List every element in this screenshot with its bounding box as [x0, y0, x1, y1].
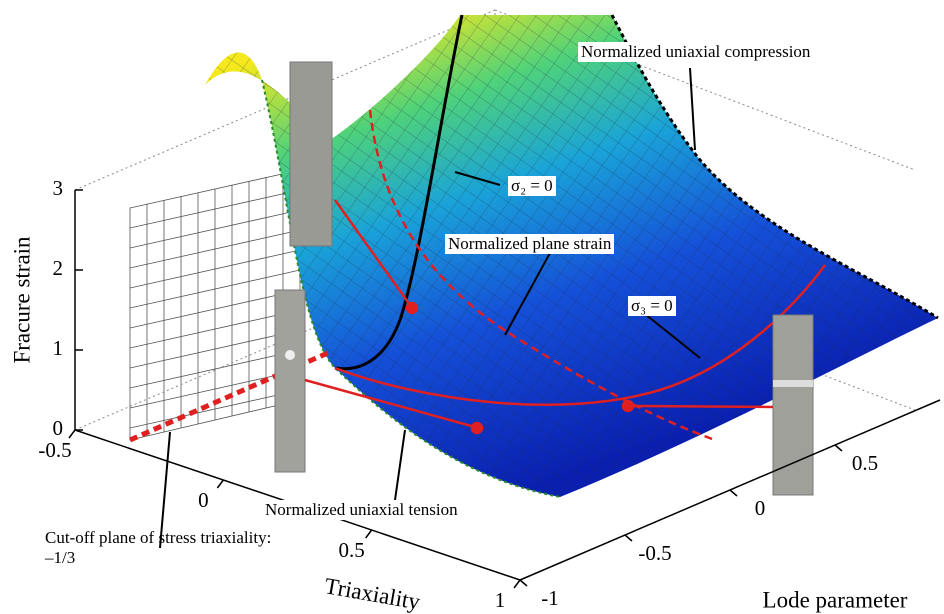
annotation: Cut-off plane of stress triaxiality: –1/… [45, 528, 272, 567]
x-tick-label: 0 [198, 488, 209, 512]
y-tick-label: -1 [541, 586, 559, 610]
z-axis-label: Fracure strain [9, 236, 34, 364]
y-tick [834, 444, 843, 452]
annotation: Normalized uniaxial tension [262, 500, 461, 520]
annotation: σ₃ = 0 [628, 296, 676, 316]
red-arrows [304, 199, 774, 435]
x-tick [216, 479, 224, 489]
y-tick [624, 534, 633, 542]
x-tick [68, 429, 76, 439]
z-tick-label: 0 [53, 416, 64, 440]
tension-edge [261, 79, 561, 498]
plane-strain-curve [368, 109, 716, 442]
y-tick-label: -0.5 [638, 541, 671, 565]
x-tick-label: 0.5 [339, 538, 365, 562]
y-axis-label: Lode parameter [763, 587, 908, 612]
z-tick-label: 1 [53, 336, 64, 360]
sigma2-curve [334, 14, 464, 371]
y-tick [519, 579, 528, 587]
sigma3-curve [334, 264, 827, 406]
specimens [274, 61, 814, 496]
x-tick-label: -0.5 [38, 438, 71, 462]
annotation: Normalized uniaxial compression [578, 42, 814, 62]
black-arrows [159, 67, 701, 549]
z-tick-label: 2 [53, 256, 64, 280]
annotation: σ₂ = 0 [508, 176, 556, 196]
y-tick-label: 0 [755, 496, 766, 520]
x-tick [365, 529, 373, 539]
x-tick-label: 1 [495, 588, 506, 612]
annotation: Normalized plane strain [445, 234, 615, 254]
y-tick [729, 489, 738, 497]
x-axis-label: Triaxiality [323, 573, 423, 614]
z-tick-label: 3 [53, 176, 64, 200]
x-tick [513, 579, 521, 589]
surface-mesh [205, 15, 938, 497]
y-tick-label: 0.5 [852, 451, 878, 475]
